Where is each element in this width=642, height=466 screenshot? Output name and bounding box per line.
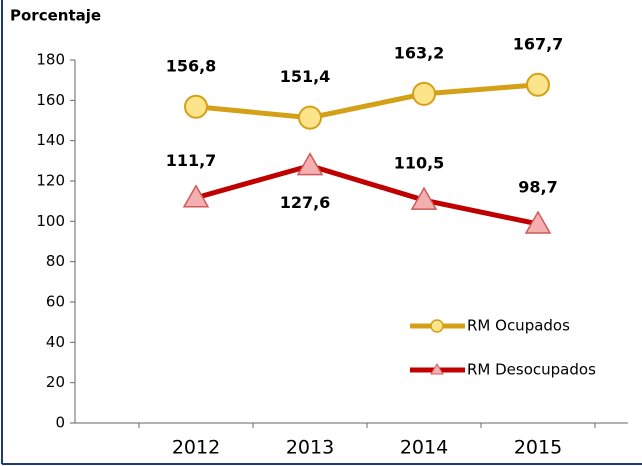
marker bbox=[296, 152, 324, 176]
value-label: 110,5 bbox=[394, 154, 445, 173]
y-axis-label: Porcentaje bbox=[10, 7, 101, 25]
y-tick-label: 60 bbox=[46, 293, 65, 311]
marker bbox=[524, 210, 552, 234]
x-tick-label: 2015 bbox=[514, 437, 562, 459]
marker bbox=[412, 81, 436, 106]
value-label: 98,7 bbox=[518, 177, 557, 196]
y-tick-label: 160 bbox=[36, 91, 65, 109]
legend-label: RM Ocupados bbox=[467, 317, 570, 335]
y-tick-label: 120 bbox=[36, 172, 65, 190]
legend-marker bbox=[430, 363, 444, 375]
value-label: 151,4 bbox=[280, 67, 331, 86]
series-line bbox=[195, 163, 539, 227]
legend-label: RM Desocupados bbox=[467, 361, 596, 379]
marker bbox=[298, 105, 322, 130]
y-tick-label: 140 bbox=[36, 131, 65, 149]
x-tick-label: 2013 bbox=[286, 437, 334, 459]
value-label: 156,8 bbox=[166, 56, 217, 75]
x-tick-label: 2014 bbox=[400, 437, 448, 459]
y-tick-label: 0 bbox=[55, 414, 65, 432]
y-tick-label: 20 bbox=[46, 373, 65, 391]
marker bbox=[182, 184, 210, 208]
value-label: 111,7 bbox=[166, 151, 217, 170]
y-tick-label: 40 bbox=[46, 333, 65, 351]
legend-marker bbox=[430, 319, 444, 333]
x-tick-label: 2012 bbox=[172, 437, 220, 459]
series-line bbox=[195, 82, 539, 121]
value-label: 127,6 bbox=[280, 193, 331, 212]
value-label: 167,7 bbox=[513, 34, 564, 53]
marker bbox=[526, 72, 550, 97]
y-tick-label: 180 bbox=[36, 51, 65, 69]
marker bbox=[184, 94, 208, 119]
y-tick-label: 80 bbox=[46, 252, 65, 270]
marker bbox=[410, 186, 438, 210]
value-label: 163,2 bbox=[394, 43, 445, 62]
y-tick-label: 100 bbox=[36, 212, 65, 230]
